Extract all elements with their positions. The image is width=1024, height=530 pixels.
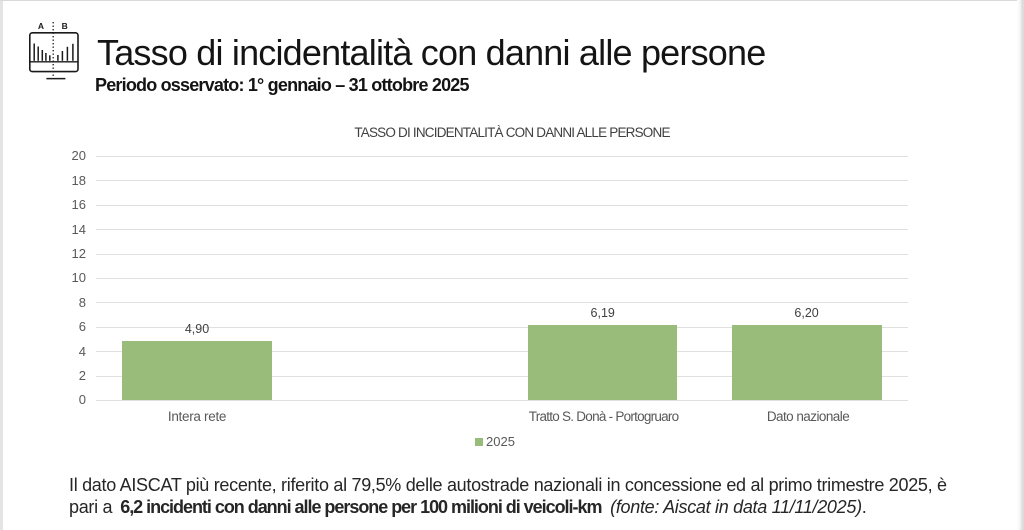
svg-text:A: A <box>38 21 44 31</box>
svg-text:B: B <box>62 21 68 31</box>
